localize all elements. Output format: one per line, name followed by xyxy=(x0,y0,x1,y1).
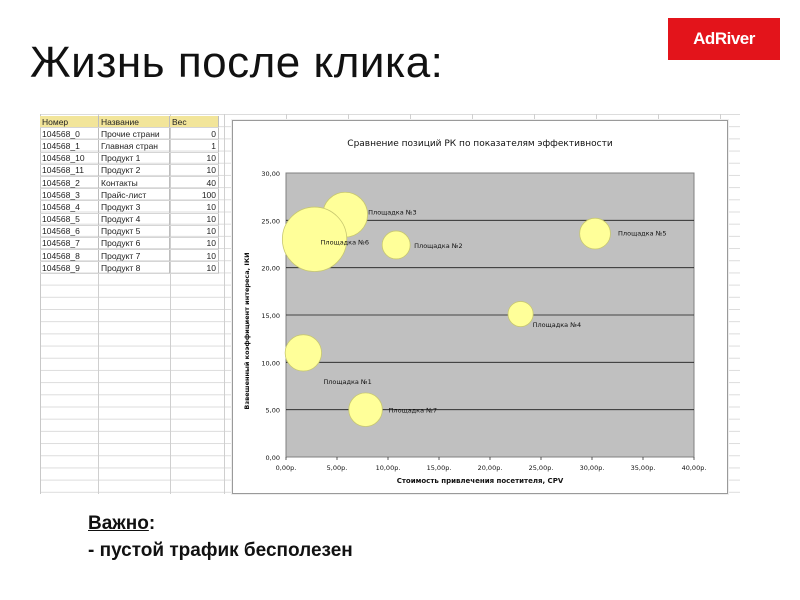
cell-name[interactable]: Продукт 4 xyxy=(98,213,170,226)
table-row: 104568_10 Продукт 1 10 xyxy=(40,152,219,165)
cell-number[interactable]: 104568_6 xyxy=(40,225,99,238)
cell-name[interactable]: Продукт 5 xyxy=(98,225,170,238)
cell-weight[interactable]: 100 xyxy=(169,188,219,202)
x-tick-label: 25,00р. xyxy=(529,464,554,472)
bubble-label: Площадка №4 xyxy=(533,321,582,329)
y-tick-label: 25,00 xyxy=(261,217,280,225)
cell-number[interactable]: 104568_10 xyxy=(40,152,99,165)
cell-weight[interactable]: 10 xyxy=(169,164,219,177)
x-tick-label: 20,00р. xyxy=(478,464,503,472)
header-number[interactable]: Номер xyxy=(40,116,99,129)
cell-weight[interactable]: 1 xyxy=(169,139,219,153)
bubble xyxy=(348,392,383,427)
bubble-label: Площадка №6 xyxy=(321,238,370,246)
cell-number[interactable]: 104568_0 xyxy=(40,127,99,141)
cell-name[interactable]: Продукт 3 xyxy=(98,200,170,214)
cell-weight[interactable]: 10 xyxy=(169,249,219,263)
table-row: 104568_7 Продукт 6 10 xyxy=(40,237,219,251)
cell-weight[interactable]: 10 xyxy=(169,152,219,165)
table-row: 104568_0 Прочие страни 0 xyxy=(40,127,219,141)
slide-title: Жизнь после клика: xyxy=(30,38,444,87)
bubble xyxy=(284,334,322,372)
x-tick-label: 30,00р. xyxy=(580,464,605,472)
cell-number[interactable]: 104568_1 xyxy=(40,139,99,153)
table-row: 104568_9 Продукт 8 10 xyxy=(40,261,219,275)
note-heading: Важно xyxy=(88,513,149,534)
bubble-label: Площадка №7 xyxy=(389,407,438,415)
y-tick-label: 30,00 xyxy=(261,170,280,178)
chart-title: Сравнение позиций РК по показателям эффе… xyxy=(347,139,613,149)
cell-number[interactable]: 104568_5 xyxy=(40,213,99,226)
cell-name[interactable]: Прайс-лист xyxy=(98,188,170,202)
y-tick-label: 10,00 xyxy=(261,359,280,367)
x-axis-label: Стоимость привлечения посетителя, CPV xyxy=(397,477,564,485)
cell-name[interactable]: Продукт 7 xyxy=(98,249,170,263)
table-row: 104568_2 Контакты 40 xyxy=(40,176,219,190)
bubble-label: Площадка №2 xyxy=(414,242,463,250)
x-tick-label: 10,00р. xyxy=(376,464,401,472)
header-name[interactable]: Название xyxy=(98,116,170,129)
header-weight[interactable]: Вес xyxy=(169,116,219,129)
cell-name[interactable]: Продукт 1 xyxy=(98,152,170,165)
x-tick-label: 35,00р. xyxy=(631,464,656,472)
table-row: 104568_3 Прайс-лист 100 xyxy=(40,188,219,202)
adriver-logo: AdRiver xyxy=(668,18,780,60)
y-tick-label: 15,00 xyxy=(261,312,280,320)
cell-number[interactable]: 104568_11 xyxy=(40,164,99,177)
x-tick-label: 0,00р. xyxy=(276,464,297,472)
x-tick-label: 40,00р. xyxy=(682,464,707,472)
bubble-label: Площадка №3 xyxy=(368,209,417,217)
y-axis-label: Взвешенный коэффициент интереса, IКИ xyxy=(243,252,251,409)
cell-weight[interactable]: 10 xyxy=(169,237,219,251)
table-row: 104568_11 Продукт 2 10 xyxy=(40,164,219,177)
chart-container: Сравнение позиций РК по показателям эффе… xyxy=(232,120,728,494)
y-tick-label: 5,00 xyxy=(266,407,280,415)
cell-name[interactable]: Прочие страни xyxy=(98,127,170,141)
cell-weight[interactable]: 10 xyxy=(169,261,219,275)
cell-name[interactable]: Контакты xyxy=(98,176,170,190)
cell-weight[interactable]: 10 xyxy=(169,213,219,226)
cell-number[interactable]: 104568_2 xyxy=(40,176,99,190)
bubble-chart: Сравнение позиций РК по показателям эффе… xyxy=(243,139,707,485)
y-tick-label: 0,00 xyxy=(266,454,280,462)
cell-number[interactable]: 104568_8 xyxy=(40,249,99,263)
data-table: Номер Название Вес 104568_0 Прочие страни… xyxy=(40,116,219,275)
table-row: 104568_8 Продукт 7 10 xyxy=(40,249,219,263)
bubble xyxy=(281,206,348,272)
cell-name[interactable]: Продукт 8 xyxy=(98,261,170,275)
y-tick-label: 20,00 xyxy=(261,265,280,273)
cell-number[interactable]: 104568_4 xyxy=(40,200,99,214)
bubble xyxy=(507,301,534,328)
bubble xyxy=(579,217,611,250)
table-row: 104568_6 Продукт 5 10 xyxy=(40,225,219,238)
cell-name[interactable]: Продукт 2 xyxy=(98,164,170,177)
note-line: - пустой трафик бесполезен xyxy=(88,540,353,561)
cell-weight[interactable]: 10 xyxy=(169,225,219,238)
cell-weight[interactable]: 10 xyxy=(169,200,219,214)
bubble-label: Площадка №5 xyxy=(618,230,667,238)
cell-weight[interactable]: 40 xyxy=(169,176,219,190)
x-tick-label: 15,00р. xyxy=(427,464,452,472)
table-header-row: Номер Название Вес xyxy=(40,116,219,129)
table-row: 104568_5 Продукт 4 10 xyxy=(40,213,219,226)
table-row: 104568_4 Продукт 3 10 xyxy=(40,200,219,214)
cell-name[interactable]: Продукт 6 xyxy=(98,237,170,251)
table-row: 104568_1 Главная стран 1 xyxy=(40,139,219,153)
note-colon: : xyxy=(148,513,156,534)
cell-number[interactable]: 104568_3 xyxy=(40,188,99,202)
bubble xyxy=(381,230,411,260)
cell-weight[interactable]: 0 xyxy=(169,127,219,141)
cell-number[interactable]: 104568_9 xyxy=(40,261,99,275)
cell-name[interactable]: Главная стран xyxy=(98,139,170,153)
x-tick-label: 5,00р. xyxy=(327,464,348,472)
note: Важно: - пустой трафик бесполезен xyxy=(88,510,353,564)
bubble-label: Площадка №1 xyxy=(323,378,372,386)
cell-number[interactable]: 104568_7 xyxy=(40,237,99,251)
